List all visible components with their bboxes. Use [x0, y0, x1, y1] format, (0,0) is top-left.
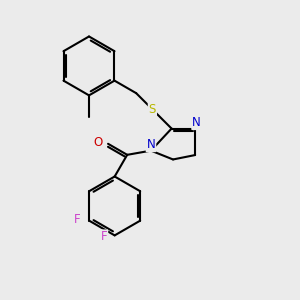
- Text: N: N: [192, 116, 201, 129]
- Text: F: F: [74, 213, 80, 226]
- Text: S: S: [149, 103, 156, 116]
- Text: F: F: [101, 230, 107, 243]
- Text: N: N: [147, 138, 155, 151]
- Text: O: O: [93, 136, 102, 149]
